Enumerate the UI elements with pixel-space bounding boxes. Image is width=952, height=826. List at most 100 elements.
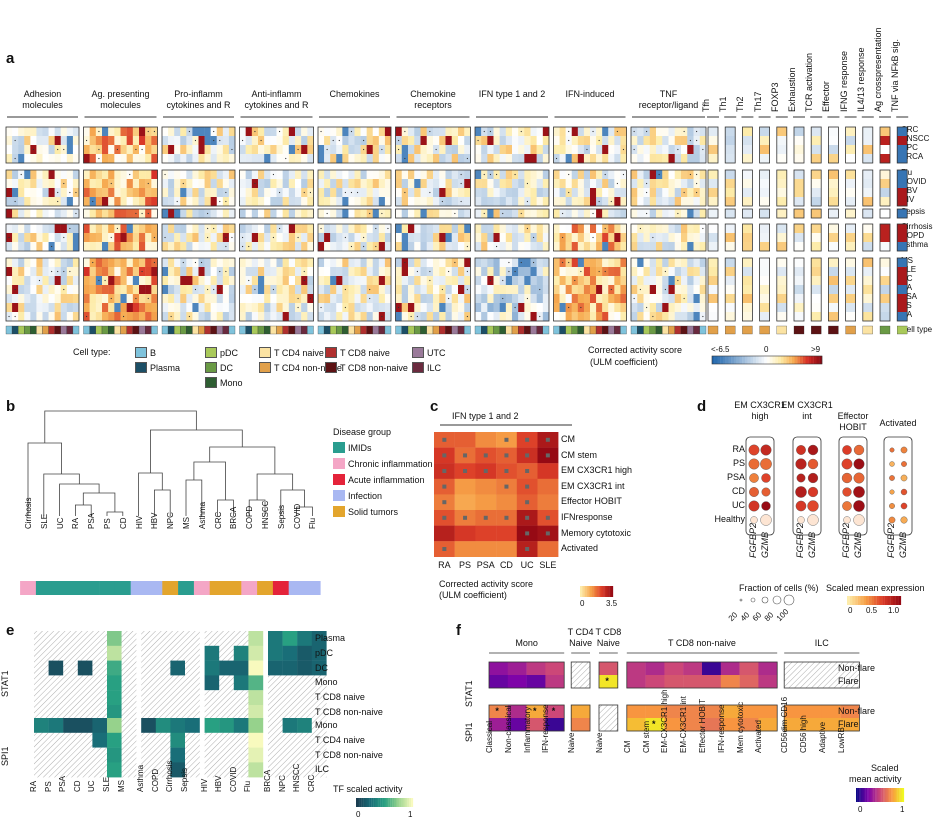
heatmap-cell	[699, 209, 707, 219]
panel-f-cell	[545, 718, 565, 732]
fraction-legend-dot	[750, 597, 756, 603]
heatmap-cell	[174, 209, 181, 219]
heatmap-cell	[445, 224, 452, 234]
heatmap-cell	[210, 267, 217, 277]
sig-dot	[20, 173, 22, 176]
sig-dot	[404, 130, 406, 133]
panel-c-sig-marker	[442, 547, 447, 551]
single-cell	[828, 154, 839, 164]
panel-f-cell	[758, 675, 778, 689]
heatmap-block-border	[553, 208, 627, 219]
heatmap-cell	[48, 197, 55, 207]
panel-d-dot	[889, 475, 895, 481]
sig-dot	[508, 270, 510, 273]
panel-e-cell	[34, 718, 49, 733]
panel-d-dot	[843, 516, 851, 524]
heatmap-cell	[168, 136, 175, 146]
heatmap-cell	[186, 136, 193, 146]
heatmap-cell	[475, 154, 482, 164]
heatmap-cell	[72, 197, 80, 207]
cell-type-swatch	[897, 325, 908, 335]
sig-dot	[696, 173, 698, 176]
heatmap-cell	[239, 145, 246, 155]
single-cell	[828, 188, 839, 198]
sig-dot	[98, 157, 100, 160]
panel-e-na-cell	[155, 732, 171, 748]
heatmap-cell	[372, 209, 380, 219]
cell-type-swatch	[602, 325, 609, 335]
heatmap-cell	[656, 224, 663, 234]
legend-swatch	[135, 362, 147, 373]
heatmap-cell	[354, 303, 361, 313]
heatmap-cell	[276, 209, 283, 219]
panel-f-cell	[645, 718, 665, 732]
heatmap-cell	[66, 179, 74, 189]
heatmap-cell	[693, 276, 700, 286]
heatmap-cell	[83, 303, 90, 313]
single-cell	[794, 179, 804, 189]
heatmap-cell	[395, 285, 402, 295]
heatmap-cell	[401, 242, 409, 252]
sig-dot	[369, 212, 371, 215]
single-cell	[776, 209, 787, 219]
heatmap-cell	[301, 285, 308, 295]
heatmap-cell	[210, 209, 217, 219]
cell-type-swatch	[693, 325, 700, 335]
heatmap-cell	[30, 294, 37, 304]
heatmap-cell	[186, 188, 193, 198]
heatmap-cell	[637, 127, 644, 137]
single-cell	[845, 267, 856, 277]
single-block-border	[896, 169, 908, 207]
significance-star: *	[495, 706, 499, 716]
disease-group-legend-item: Solid tumors	[333, 506, 398, 517]
heatmap-cell	[693, 197, 700, 207]
cell-type-legend-item: T CD8 non-naive	[325, 362, 408, 373]
single-block-border	[793, 257, 805, 322]
heatmap-cell	[336, 258, 343, 268]
heatmap-cell	[637, 154, 644, 164]
f-gradient-step	[881, 788, 884, 802]
panel-f-cell	[626, 675, 646, 689]
heatmap-cell	[637, 233, 644, 243]
sig-dot	[604, 173, 606, 176]
heatmap-cell	[324, 197, 331, 207]
heatmap-cell	[631, 179, 638, 189]
cell-type-swatch	[167, 325, 175, 335]
panel-c-sig-marker	[504, 437, 509, 442]
heatmap-cell	[608, 224, 615, 234]
heatmap-cell	[126, 145, 134, 155]
heatmap-cell	[662, 312, 669, 322]
single-cell	[742, 188, 753, 198]
heatmap-cell	[295, 285, 302, 295]
panel-d-dot	[841, 458, 853, 470]
single-block-border	[776, 169, 788, 207]
heatmap-cell	[614, 258, 621, 268]
panel-f-na-cell	[821, 675, 841, 689]
score-gradient-step	[725, 356, 729, 364]
sig-dot	[207, 212, 209, 215]
f-gradient-step	[872, 788, 874, 802]
heatmap-cell	[408, 224, 415, 234]
cell-type-swatch	[222, 325, 230, 335]
panel-d-dot	[760, 514, 772, 526]
heatmap-cell	[264, 303, 271, 313]
panel-d-dot	[748, 444, 760, 456]
heatmap-cell	[198, 312, 205, 322]
heatmap-cell	[408, 209, 415, 219]
tf-gradient-step	[363, 798, 366, 807]
heatmap-cell	[687, 154, 694, 164]
single-cell	[828, 285, 839, 295]
legend-label: Infection	[348, 490, 383, 501]
heatmap-cell	[258, 303, 265, 313]
single-block-border	[896, 208, 908, 219]
heatmap-cell	[168, 209, 175, 219]
panel-d-dot	[889, 503, 895, 509]
heatmap-cell	[401, 179, 409, 189]
panel-d-group-header: Activated	[879, 418, 917, 428]
f-gradient-step	[900, 788, 903, 802]
heatmap-cell	[132, 188, 140, 198]
heatmap-cell	[662, 294, 669, 304]
heatmap-cell	[222, 224, 230, 234]
heatmap-cell	[251, 267, 259, 277]
